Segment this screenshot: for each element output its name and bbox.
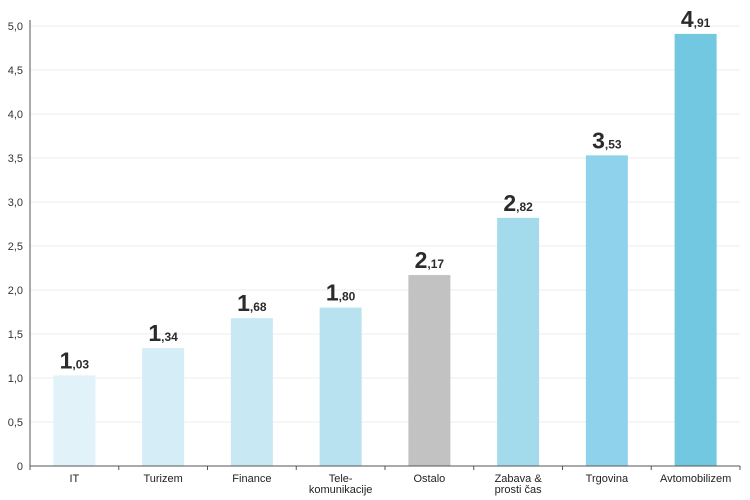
data-label-integer: 1 (148, 320, 161, 346)
x-tick-label-line: Avtomobilizem (660, 473, 731, 485)
data-label-decimal: ,53 (605, 137, 622, 151)
x-tick-label: Ostalo (413, 473, 445, 485)
bar (142, 348, 185, 466)
x-tick-label: Tele-komunikacije (309, 473, 373, 496)
x-tick-label-line: Trgovina (586, 473, 629, 485)
data-label: 1,68 (237, 290, 267, 316)
bar (53, 375, 96, 466)
x-tick-label-line: IT (69, 473, 79, 485)
data-label-decimal: ,68 (250, 300, 267, 314)
x-tick-label: Trgovina (586, 473, 629, 485)
y-tick-label: 4,5 (8, 65, 23, 77)
data-label-decimal: ,17 (427, 257, 444, 271)
y-tick-label: 4,0 (8, 109, 23, 121)
data-label: 1,03 (60, 347, 90, 373)
x-tick-label: Turizem (143, 473, 182, 485)
bar (497, 217, 540, 466)
bar (585, 155, 628, 467)
data-label: 3,53 (592, 127, 622, 153)
y-tick-label: 3,0 (8, 197, 23, 209)
data-label: 1,34 (148, 320, 178, 346)
data-label: 2,17 (415, 247, 445, 273)
data-label-integer: 1 (60, 347, 73, 373)
bar (408, 275, 451, 466)
bar (319, 307, 362, 466)
data-label-decimal: ,91 (694, 16, 711, 30)
y-tick-label: 0,5 (8, 417, 23, 429)
y-tick-label: 3,5 (8, 153, 23, 165)
data-label: 1,80 (326, 280, 356, 306)
data-label-integer: 3 (592, 127, 605, 153)
y-tick-label: 2,0 (8, 285, 23, 297)
data-label-integer: 1 (237, 290, 250, 316)
x-tick-label: Finance (232, 473, 271, 485)
x-tick-label: IT (69, 473, 79, 485)
gridlines (30, 25, 740, 423)
x-tick-label-line: Turizem (143, 473, 182, 485)
x-axis: IT Turizem Finance Tele-komunikacije Ostalo Z… (29, 465, 741, 496)
x-tick-label-line: Zabava & (495, 473, 543, 485)
x-tick-label: Zabava & prosti čas (495, 473, 543, 496)
x-tick-label-line: Tele- (329, 473, 353, 485)
data-label: 2,82 (503, 190, 533, 216)
x-tick-label-line: Ostalo (413, 473, 445, 485)
data-label-decimal: ,03 (72, 357, 89, 371)
y-tick-label: 2,5 (8, 241, 23, 253)
y-tick-label: 1,0 (8, 373, 23, 385)
x-tick-label: Avtomobilizem (660, 473, 731, 485)
data-label-decimal: ,82 (516, 200, 533, 214)
data-label: 4,91 (681, 6, 711, 32)
data-label-integer: 2 (503, 190, 516, 216)
y-tick-label: 1,5 (8, 329, 23, 341)
x-tick-label-line: Finance (232, 473, 271, 485)
bars (53, 33, 717, 467)
data-label-decimal: ,80 (339, 290, 356, 304)
data-label-decimal: ,34 (161, 330, 178, 344)
bar (230, 318, 273, 466)
y-axis: 0 0,5 1,0 1,5 2,0 2,5 3,0 3,5 4,0 4,5 5,0 (8, 20, 31, 473)
data-label-integer: 1 (326, 280, 339, 306)
y-tick-label: 0 (17, 461, 23, 473)
data-label-integer: 2 (415, 247, 428, 273)
y-tick-label: 5,0 (8, 21, 23, 33)
x-tick-label-line: prosti čas (495, 484, 543, 496)
value-labels: 1,031,341,681,802,172,823,534,91 (60, 6, 711, 373)
x-tick-label-line: komunikacije (309, 484, 373, 496)
data-label-integer: 4 (681, 6, 694, 32)
bar (674, 33, 717, 467)
